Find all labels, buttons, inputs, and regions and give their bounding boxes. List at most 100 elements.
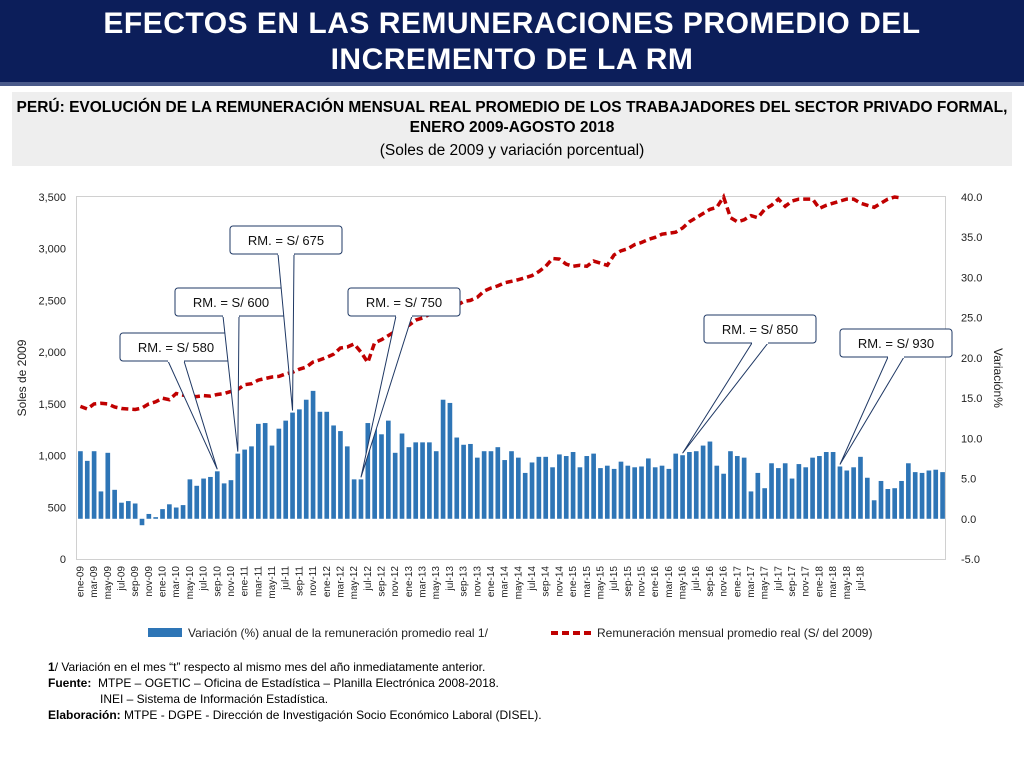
bar: [392, 452, 398, 519]
bar: [899, 480, 904, 519]
y-right-tick-label: 0.0: [961, 514, 976, 526]
bar: [906, 463, 911, 519]
x-tick-label: ene-10: [158, 566, 169, 598]
bar: [454, 437, 460, 519]
bar: [762, 488, 767, 519]
callout-pointer: [222, 315, 240, 452]
x-tick-label: jul-12: [363, 566, 374, 592]
bar: [256, 423, 261, 519]
bar: [659, 465, 665, 519]
bar: [440, 399, 446, 519]
x-tick-label: may-13: [431, 566, 442, 600]
source-line-2: INEI – Sistema de Información Estadístic…: [100, 692, 329, 706]
series-line-remuneracion: [79, 193, 902, 412]
bar: [584, 456, 590, 519]
x-tick-label: jul-14: [527, 566, 538, 592]
bar: [187, 479, 193, 519]
bar: [522, 472, 528, 519]
bar: [940, 472, 945, 519]
bar: [926, 470, 932, 519]
bar: [598, 468, 603, 519]
callout-pointer: [167, 360, 218, 470]
callout-label: RM. = S/ 580: [138, 340, 214, 355]
chart-subtitle-box: PERÚ: EVOLUCIÓN DE LA REMUNERACIÓN MENSU…: [12, 92, 1012, 166]
bar: [721, 473, 726, 519]
bar: [447, 402, 453, 519]
callout-label: RM. = S/ 750: [366, 295, 442, 310]
bar: [379, 434, 384, 519]
bar: [139, 518, 145, 526]
x-tick-label: jul-16: [691, 566, 702, 592]
x-tick-label: sep-12: [376, 566, 387, 597]
x-tick-label: mar-13: [418, 566, 429, 598]
bar: [666, 468, 672, 519]
y-right-tick-label: 25.0: [961, 313, 982, 325]
y-left-tick-label: 1,500: [38, 399, 66, 411]
y-left-tick-label: 1,000: [38, 451, 66, 463]
bar: [707, 441, 713, 519]
bar: [741, 457, 747, 519]
footnote-1-text: / Variación en el mes “t” respecto al mi…: [54, 660, 486, 674]
x-tick-label: jul-15: [609, 566, 620, 592]
bar: [84, 460, 90, 519]
bar: [755, 472, 761, 519]
bar: [427, 442, 432, 519]
bar: [488, 451, 494, 519]
bar: [112, 489, 117, 519]
x-tick-label: ene-13: [404, 566, 415, 598]
bar: [297, 409, 302, 519]
x-tick-label: ene-18: [814, 566, 825, 598]
bar: [208, 476, 213, 519]
bar: [611, 468, 617, 519]
bar: [249, 446, 254, 519]
bar: [502, 460, 507, 519]
bar: [351, 479, 357, 519]
bar: [769, 463, 774, 519]
y-left-tick-label: 3,000: [38, 244, 66, 256]
bar: [516, 457, 521, 519]
bar: [618, 461, 624, 519]
y-right-tick-label: 15.0: [961, 393, 982, 405]
bar: [625, 465, 631, 519]
bar: [399, 433, 405, 519]
bar: [543, 456, 549, 519]
y-right-tick-label: 10.0: [961, 433, 982, 445]
x-tick-label: sep-15: [623, 566, 634, 597]
x-tick-label: nov-15: [637, 566, 648, 597]
x-tick-label: sep-13: [459, 566, 470, 597]
bar: [201, 478, 206, 519]
bar: [283, 420, 289, 519]
bar: [468, 443, 473, 519]
source-label: Fuente:: [48, 676, 92, 690]
chart-units: (Soles de 2009 y variación porcentual): [379, 142, 645, 159]
x-tick-label: nov-09: [144, 566, 155, 597]
x-tick-label: nov-16: [719, 566, 730, 597]
x-tick-label: mar-18: [828, 566, 839, 598]
x-tick-label: sep-09: [130, 566, 141, 597]
y-left-tick-label: 3,500: [38, 192, 66, 204]
bar: [776, 468, 781, 519]
bar: [844, 470, 850, 519]
callout-pointer: [839, 356, 905, 465]
y-right-tick-label: 30.0: [961, 272, 982, 284]
bar: [864, 477, 870, 519]
callout-label: RM. = S/ 930: [858, 336, 934, 351]
x-tick-label: ene-12: [322, 566, 333, 598]
bar: [228, 480, 234, 519]
footnote-1: 1/ Variación en el mes “t” respecto al m…: [48, 659, 542, 675]
bar: [591, 453, 596, 519]
bar: [344, 446, 350, 519]
x-tick-label: mar-16: [664, 566, 675, 598]
chart-title: PERÚ: EVOLUCIÓN DE LA REMUNERACIÓN MENSU…: [16, 99, 1008, 136]
x-tick-label: nov-14: [554, 566, 565, 597]
bar: [180, 505, 186, 519]
callout-pointer: [682, 342, 770, 454]
y-left-axis-title: Soles de 2009: [15, 339, 29, 416]
bar: [892, 488, 898, 519]
x-tick-label: sep-10: [212, 566, 223, 597]
x-tick-label: mar-12: [335, 566, 346, 598]
bar: [194, 485, 200, 519]
bar: [98, 491, 104, 519]
x-tick-label: may-12: [349, 566, 360, 600]
bar: [830, 452, 836, 519]
